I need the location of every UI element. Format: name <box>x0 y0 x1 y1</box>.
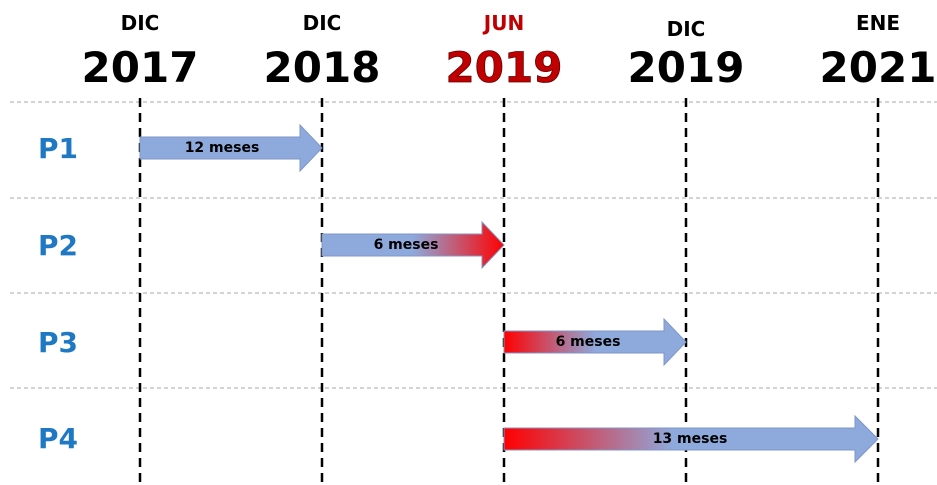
arrow-label: 12 meses <box>185 140 260 156</box>
rows: P1 12 meses P2 6 meses P3 6 meses P4 13 … <box>38 123 879 464</box>
year: 2017 <box>82 43 199 92</box>
milestone-lines <box>138 98 880 485</box>
milestones: DIC 2017 DIC 2018 JUN 2019 DIC 2019 ENE … <box>82 11 937 92</box>
month: DIC <box>121 11 160 35</box>
month: ENE <box>856 11 900 35</box>
arrow <box>139 123 323 173</box>
arrow-label: 6 meses <box>374 237 439 253</box>
arrow <box>503 317 687 367</box>
arrow <box>503 414 879 464</box>
arrow-label: 13 meses <box>653 431 728 447</box>
month: DIC <box>303 11 342 35</box>
month: JUN <box>482 11 524 35</box>
year: 2018 <box>264 43 381 92</box>
row-label: P2 <box>38 229 78 262</box>
year: 2021 <box>820 43 937 92</box>
arrow-label: 6 meses <box>556 334 621 350</box>
year: 2019 <box>628 43 745 92</box>
row-separators <box>10 101 937 389</box>
row-label: P3 <box>38 326 78 359</box>
month: DIC <box>667 17 706 41</box>
row-label: P4 <box>38 422 78 455</box>
arrow <box>321 220 505 270</box>
year: 2019 <box>446 43 563 92</box>
row-label: P1 <box>38 132 78 165</box>
